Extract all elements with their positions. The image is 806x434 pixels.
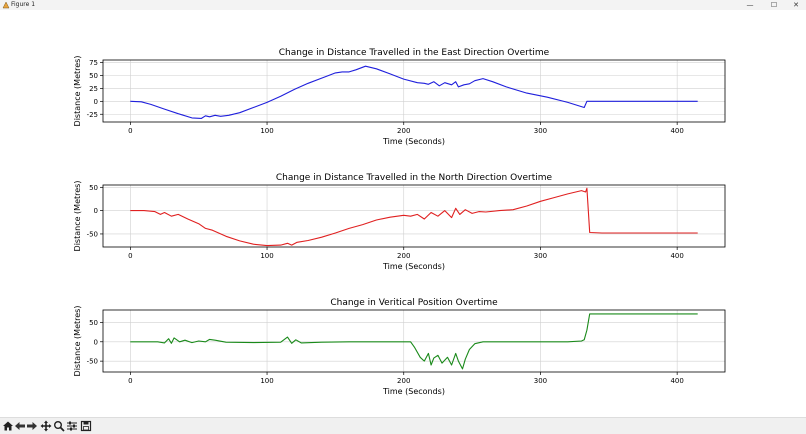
east-axes-frame [102,59,726,123]
north-chart-title: Change in Distance Travelled in the Nort… [276,173,553,183]
window-title: Figure 1 [11,1,36,8]
vertical-x-tick-label: 300 [534,377,547,385]
vertical-x-tick-label: 0 [128,377,132,385]
vertical-chart-title: Change in Veritical Position Overtime [330,298,498,308]
east-chart-title: Change in Distance Travelled in the East… [279,48,550,58]
east-y-tick-label: 50 [89,72,98,80]
vertical-y-tick-label: 50 [89,319,98,327]
minimize-button[interactable]: — [746,1,754,9]
north-x-tick-label: 0 [128,252,132,260]
vertical-series-line [130,313,698,370]
navigation-toolbar [0,417,806,434]
maximize-button[interactable]: ☐ [770,1,778,9]
back-icon[interactable] [14,420,26,432]
north-series-line [130,187,698,247]
home-icon[interactable] [2,420,14,432]
east-y-tick-label: 25 [89,85,98,93]
north-axes-frame [102,184,726,248]
window-titlebar: Figure 1 — ☐ ✕ [0,0,806,10]
north-x-tick-label: 100 [260,252,273,260]
vertical-y-axis-label: Distance (Metres) [73,306,82,377]
east-x-tick-label: 0 [128,127,132,135]
east-x-tick-label: 100 [260,127,273,135]
east-y-tick-label: 0 [94,98,98,106]
zoom-icon[interactable] [53,420,65,432]
east-x-tick-label: 300 [534,127,547,135]
north-y-tick-label: -50 [87,230,98,238]
east-x-tick-label: 200 [397,127,410,135]
save-icon[interactable] [80,420,92,432]
east-y-tick-label: 75 [89,59,98,67]
vertical-y-tick-label: 0 [94,338,98,346]
east-series-line [130,65,698,119]
vertical-x-tick-label: 400 [670,377,683,385]
vertical-x-tick-label: 100 [260,377,273,385]
north-x-tick-label: 300 [534,252,547,260]
east-x-tick-label: 400 [670,127,683,135]
vertical-axes-frame [102,309,726,373]
north-x-tick-label: 400 [670,252,683,260]
figure-app-icon [2,1,10,9]
close-button[interactable]: ✕ [793,1,799,9]
north-y-tick-label: 50 [89,184,98,192]
vertical-x-axis-label: Time (Seconds) [382,387,445,396]
vertical-x-tick-label: 200 [397,377,410,385]
north-x-axis-label: Time (Seconds) [382,262,445,271]
north-x-tick-label: 200 [397,252,410,260]
forward-icon[interactable] [26,420,38,432]
east-y-tick-label: -25 [87,111,98,119]
configure-subplots-icon[interactable] [66,420,78,432]
north-y-tick-label: 0 [94,207,98,215]
figure-canvas: 0 100 200 300 400 -25 0 25 50 75 Change in Distanc… [73,48,726,396]
vertical-y-tick-label: -50 [87,358,98,366]
north-y-axis-label: Distance (Metres) [73,181,82,252]
east-y-axis-label: Distance (Metres) [73,56,82,127]
pan-icon[interactable] [40,420,52,432]
east-x-axis-label: Time (Seconds) [382,137,445,146]
